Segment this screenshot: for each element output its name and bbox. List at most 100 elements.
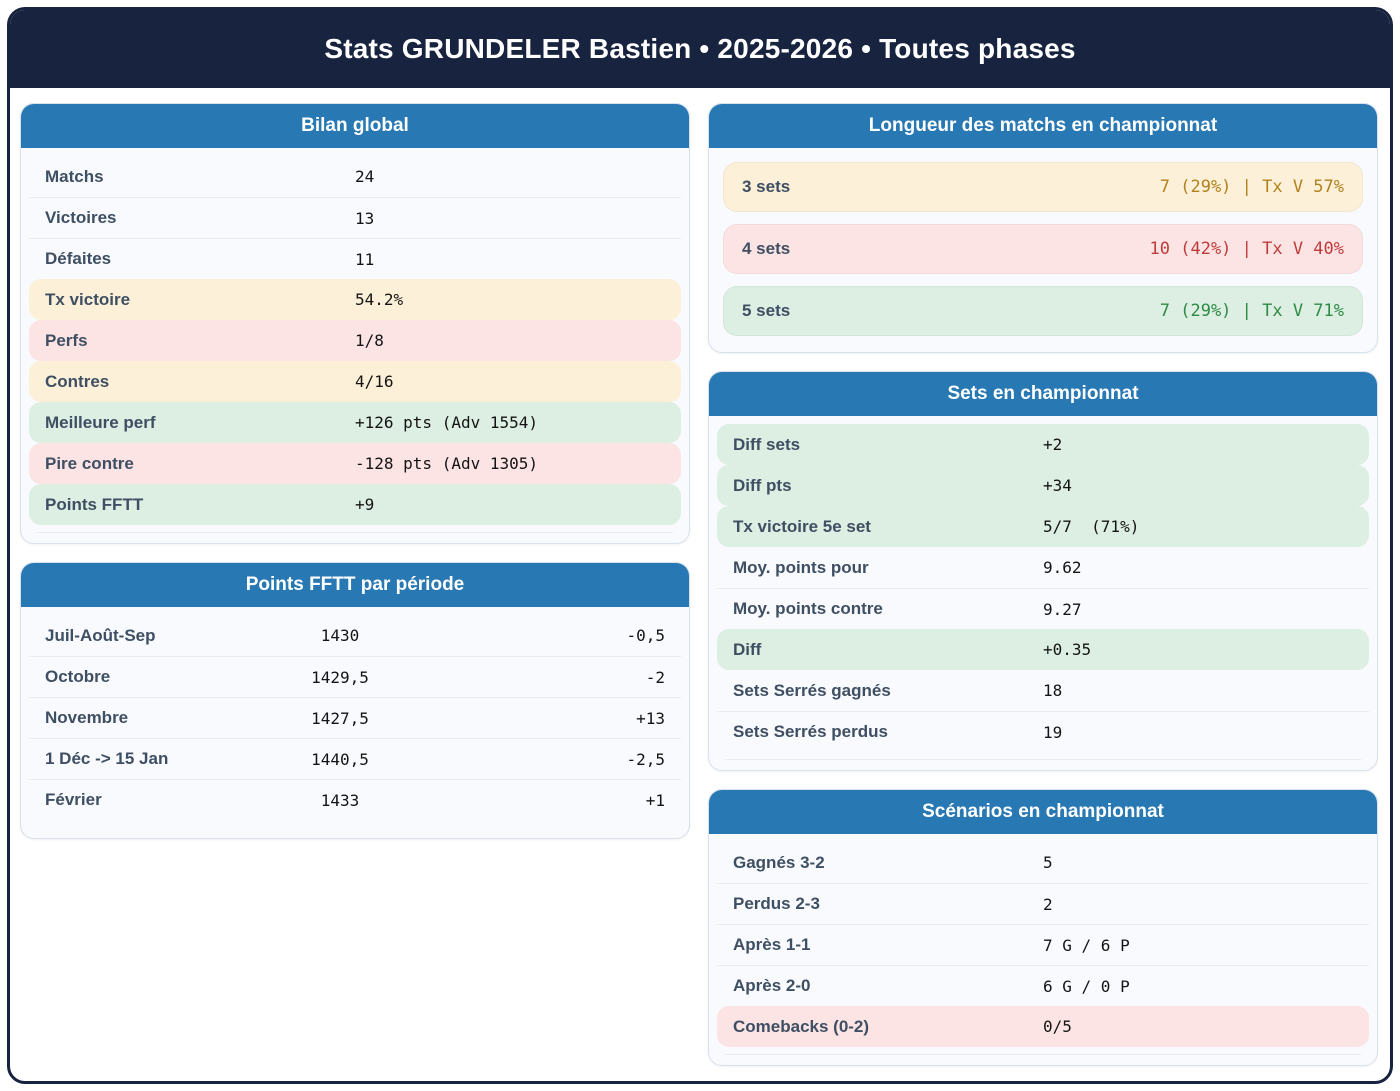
period-row-octobre: Octobre 1429,5 -2 — [29, 656, 681, 697]
period-delta: -2,5 — [626, 749, 665, 769]
period-delta: -0,5 — [626, 626, 665, 645]
period-label: 1 Déc -> 15 Jan — [45, 749, 169, 768]
stat-row-pire-contre: Pire contre -128 pts (Adv 1305) — [29, 443, 681, 484]
page-title-bar: Stats GRUNDELER Bastien • 2025-2026 • To… — [10, 10, 1390, 88]
period-row-fevrier: Février 1433 +1 — [29, 779, 681, 820]
stat-row-meilleure-perf: Meilleure perf +126 pts (Adv 1554) — [29, 402, 681, 443]
length-value: 7 (29%) | Tx V 71% — [1159, 301, 1344, 321]
period-delta: +13 — [636, 708, 665, 728]
stat-value: 6 G / 0 P — [1043, 976, 1130, 996]
stat-label: Diff sets — [733, 434, 801, 454]
stat-value: +34 — [1043, 476, 1072, 495]
stat-row-tx-victoire: Tx victoire 54.2% — [29, 279, 681, 320]
stat-row-victoires: Victoires 13 — [29, 197, 681, 238]
stat-label: Victoires — [45, 208, 117, 227]
stat-label: Après 1-1 — [733, 935, 811, 954]
stat-value: +9 — [355, 495, 375, 514]
card-scenarios-title: Scénarios en championnat — [922, 801, 1164, 822]
length-label: 4 sets — [742, 239, 791, 258]
stat-row-moy-points-contre: Moy. points contre 9.27 — [717, 588, 1369, 629]
period-row-novembre: Novembre 1427,5 +13 — [29, 697, 681, 738]
length-row-5-sets: 5 sets 7 (29%) | Tx V 71% — [723, 286, 1363, 336]
stat-value: 5 — [1043, 853, 1053, 872]
period-points: 1440,5 — [311, 749, 369, 769]
card-bilan-global: Bilan global Matchs 24 Victoires 13 Défa… — [20, 103, 690, 544]
stat-label: Pire contre — [45, 453, 134, 473]
stat-row-diff-sets: Diff sets +2 — [717, 424, 1369, 465]
stat-label: Points FFTT — [45, 494, 144, 514]
period-points: 1433 — [320, 790, 360, 810]
card-points-periode-header: Points FFTT par période — [21, 563, 689, 607]
stat-value: 0/5 — [1043, 1017, 1072, 1036]
length-label: 5 sets — [742, 301, 791, 320]
stat-value: 5/7 (71%) — [1043, 517, 1140, 536]
stat-row-tx-victoire-5e: Tx victoire 5e set 5/7 (71%) — [717, 506, 1369, 547]
stat-row-apres-1-1: Après 1-1 7 G / 6 P — [717, 924, 1369, 965]
card-points-periode-title: Points FFTT par période — [245, 574, 465, 595]
stat-label: Après 2-0 — [733, 976, 811, 995]
stat-value: 19 — [1043, 722, 1063, 742]
stat-row-matchs: Matchs 24 — [29, 156, 681, 197]
card-bilan-header: Bilan global — [21, 104, 689, 148]
length-label: 3 sets — [742, 177, 791, 196]
card-sets-title: Sets en championnat — [947, 383, 1139, 404]
stat-value: 7 G / 6 P — [1043, 935, 1130, 955]
stat-row-gagnes-3-2: Gagnés 3-2 5 — [717, 842, 1369, 883]
period-delta: -2 — [645, 667, 665, 687]
content-grid: Bilan global Matchs 24 Victoires 13 Défa… — [10, 88, 1390, 1081]
stat-value: 9.62 — [1043, 558, 1082, 577]
card-points-periode-rows: Juil-Août-Sep 1430 -0,5 Octobre 1429,5 -… — [21, 607, 689, 838]
card-scenarios: Scénarios en championnat Gagnés 3-2 5 Pe… — [708, 789, 1378, 1066]
stat-value: 2 — [1043, 894, 1053, 914]
length-value: 7 (29%) | Tx V 57% — [1159, 177, 1344, 197]
length-row-3-sets: 3 sets 7 (29%) | Tx V 57% — [723, 162, 1363, 212]
stat-label: Meilleure perf — [45, 412, 156, 432]
right-column: Longueur des matchs en championnat 3 set… — [708, 103, 1378, 1081]
stat-label: Gagnés 3-2 — [733, 852, 825, 872]
period-points: 1429,5 — [311, 667, 369, 687]
stat-value: 11 — [355, 249, 375, 269]
card-sets-rows: Diff sets +2 Diff pts +34 Tx victoire 5e… — [709, 416, 1377, 770]
card-longueur-header: Longueur des matchs en championnat — [709, 104, 1377, 148]
card-longueur-rows: 3 sets 7 (29%) | Tx V 57% 4 sets 10 (42%… — [709, 148, 1377, 352]
card-scenarios-rows: Gagnés 3-2 5 Perdus 2-3 2 Après 1-1 7 G … — [709, 834, 1377, 1065]
stat-value: 13 — [355, 208, 375, 228]
stat-label: Tx victoire 5e set — [733, 516, 871, 536]
stat-row-apres-2-0: Après 2-0 6 G / 0 P — [717, 965, 1369, 1006]
stat-row-perdus-2-3: Perdus 2-3 2 — [717, 883, 1369, 924]
card-bilan-title: Bilan global — [301, 115, 409, 136]
stat-row-comebacks: Comebacks (0-2) 0/5 — [717, 1006, 1369, 1047]
stat-value: -128 pts (Adv 1305) — [355, 454, 539, 473]
stat-value: 24 — [355, 167, 375, 186]
stat-value: 54.2% — [355, 290, 404, 309]
stat-label: Défaites — [45, 249, 112, 268]
stat-value: +2 — [1043, 435, 1063, 454]
stat-row-perfs: Perfs 1/8 — [29, 320, 681, 361]
period-delta: +1 — [645, 790, 665, 810]
stat-label: Matchs — [45, 166, 104, 186]
card-scenarios-header: Scénarios en championnat — [709, 790, 1377, 834]
stat-label: Tx victoire — [45, 289, 131, 309]
period-row-dec-jan: 1 Déc -> 15 Jan 1440,5 -2,5 — [29, 738, 681, 779]
card-longueur-title: Longueur des matchs en championnat — [868, 115, 1218, 136]
period-label: Février — [45, 790, 102, 809]
stat-value: 18 — [1043, 681, 1063, 700]
stat-row-diff: Diff +0.35 — [717, 629, 1369, 670]
period-points: 1430 — [320, 626, 360, 645]
stat-label: Moy. points contre — [733, 599, 883, 618]
period-label: Novembre — [45, 708, 129, 727]
card-longueur-matchs: Longueur des matchs en championnat 3 set… — [708, 103, 1378, 353]
stat-value: 4/16 — [355, 372, 394, 391]
card-bilan-rows: Matchs 24 Victoires 13 Défaites 11 Tx vi… — [21, 148, 689, 543]
period-points: 1427,5 — [311, 708, 369, 728]
stat-value: 1/8 — [355, 331, 384, 350]
card-points-periode: Points FFTT par période Juil-Août-Sep 14… — [20, 562, 690, 839]
stat-row-moy-points-pour: Moy. points pour 9.62 — [717, 547, 1369, 588]
stat-label: Contres — [45, 371, 110, 391]
length-value: 10 (42%) | Tx V 40% — [1149, 239, 1344, 259]
stat-row-sets-serres-perdus: Sets Serrés perdus 19 — [717, 711, 1369, 752]
card-sets-header: Sets en championnat — [709, 372, 1377, 416]
stat-label: Perfs — [45, 330, 88, 350]
stat-row-diff-pts: Diff pts +34 — [717, 465, 1369, 506]
stat-value: 9.27 — [1043, 599, 1082, 619]
